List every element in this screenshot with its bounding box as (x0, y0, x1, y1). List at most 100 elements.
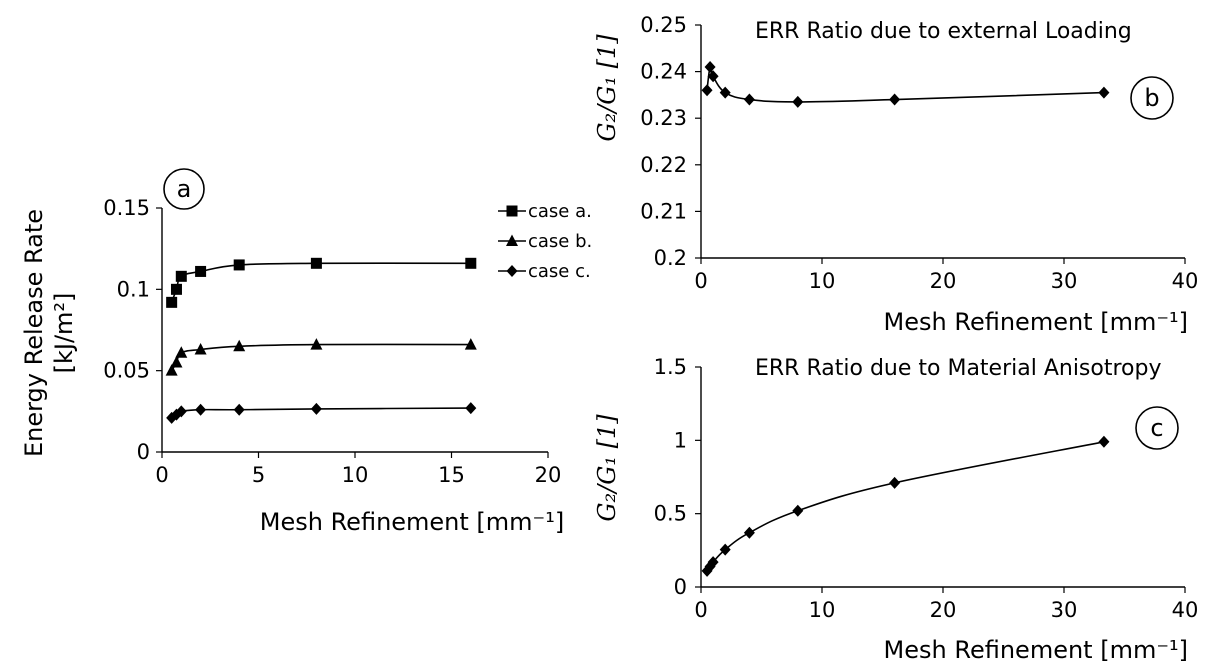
data-point-a-1 (310, 257, 322, 269)
data-point-a-2 (170, 356, 183, 368)
data-point-c-1 (707, 556, 719, 569)
data-point-b-1 (792, 95, 804, 108)
y-tick-label-c: 0.5 (654, 502, 687, 526)
data-point-a-2 (194, 343, 207, 355)
legend-label: case c. (528, 261, 591, 282)
legend-item: case a. (498, 201, 592, 222)
x-tick-label-b: 0 (694, 269, 707, 293)
plot-area-c: 0 0.5 1 1.5 0 10 20 30 40 (654, 355, 1199, 622)
y-tick-label-c: 1.5 (654, 355, 687, 379)
x-tick-label-b: 20 (930, 269, 957, 293)
series-line-a-1 (170, 262, 471, 303)
x-axis-label-a: Mesh Refinement [mm⁻¹] (260, 508, 564, 536)
data-point-a-3 (465, 402, 477, 415)
data-point-b-1 (1098, 86, 1110, 99)
panel-c: ERR Ratio due to Material Anisotropy c G… (593, 355, 1198, 662)
y-tick-label-c: 1 (674, 428, 687, 452)
y-tick-label-b: 0.24 (640, 60, 687, 84)
panel-a: a Energy Release Rate [kJ/m²] Mesh Refin… (20, 168, 592, 536)
x-tick-label-c: 10 (809, 598, 836, 622)
data-point-a-1 (465, 257, 477, 269)
data-point-b-1 (719, 86, 731, 99)
data-point-a-3 (175, 405, 187, 418)
legend-label: case b. (528, 231, 592, 252)
data-point-c-1 (792, 504, 804, 517)
x-tick-label-c: 30 (1051, 598, 1078, 622)
data-point-b-1 (889, 93, 901, 106)
data-point-b-1 (707, 70, 719, 83)
x-tick-label-a: 5 (252, 463, 265, 487)
y-tick-label-a: 0 (137, 440, 150, 464)
x-tick-label-b: 40 (1172, 269, 1199, 293)
series-line-c-1 (706, 441, 1105, 572)
x-tick-label-b: 30 (1051, 269, 1078, 293)
badge-a: a (163, 168, 205, 210)
panel-b: ERR Ratio due to external Loading b G₂/G… (593, 13, 1198, 336)
badge-c: c (1135, 406, 1179, 450)
data-point-a-1 (175, 270, 187, 282)
legend-marker (506, 205, 518, 217)
y-tick-label-b: 0.2 (654, 246, 687, 270)
chart-title-c: ERR Ratio due to Material Anisotropy (755, 356, 1161, 381)
y-tick-label-a: 0.15 (103, 196, 150, 220)
data-point-a-1 (195, 265, 207, 277)
data-point-a-1 (166, 296, 178, 308)
data-point-a-3 (195, 403, 207, 416)
badge-a-label: a (177, 175, 192, 203)
badge-b: b (1130, 76, 1174, 120)
legend-label: case a. (528, 201, 592, 222)
legend-marker (506, 265, 518, 277)
y-tick-label-b: 0.25 (640, 13, 687, 37)
legend-item: case b. (498, 231, 592, 252)
y-axis-label-b: G₂/G₁ [1] (593, 34, 621, 142)
legend-marker (506, 234, 518, 246)
legend-item: case c. (498, 261, 591, 282)
x-tick-label-c: 20 (930, 598, 957, 622)
data-point-c-1 (889, 476, 901, 489)
data-point-b-1 (704, 60, 716, 73)
badge-b-label: b (1144, 84, 1159, 112)
badge-c-circle (1135, 406, 1179, 450)
x-tick-label-a: 10 (342, 463, 369, 487)
badge-a-circle (163, 168, 205, 210)
data-point-a-2 (165, 364, 178, 376)
data-point-c-1 (719, 543, 731, 556)
data-point-a-2 (310, 338, 323, 350)
data-point-b-1 (743, 93, 755, 106)
x-tick-label-c: 40 (1172, 598, 1199, 622)
y-tick-label-c: 0 (674, 575, 687, 599)
x-tick-label-c: 0 (694, 598, 707, 622)
x-tick-label-b: 10 (809, 269, 836, 293)
data-point-a-2 (175, 346, 188, 358)
plot-area-b: 0.2 0.21 0.22 0.23 0.24 0.25 0 10 20 30 40 (640, 13, 1198, 293)
y-axis-label-a-line2: [kJ/m²] (50, 293, 78, 374)
badge-c-label: c (1150, 414, 1163, 442)
y-tick-label-b: 0.23 (640, 106, 687, 130)
series-line-b-1 (706, 65, 1104, 103)
data-point-a-3 (310, 402, 322, 415)
y-tick-label-b: 0.22 (640, 153, 687, 177)
data-point-b-1 (701, 84, 713, 97)
data-point-a-2 (464, 338, 477, 350)
x-tick-label-a: 15 (438, 463, 465, 487)
y-tick-label-a: 0.05 (103, 359, 150, 383)
data-point-a-1 (170, 283, 182, 295)
x-axis-label-b: Mesh Refinement [mm⁻¹] (884, 308, 1188, 336)
y-axis-label-a: Energy Release Rate [kJ/m²] (20, 209, 78, 457)
legend-a: case a. case b. case c. (498, 201, 592, 282)
plot-area-a: 0 0.05 0.1 0.15 0 5 10 15 20 (103, 196, 561, 487)
y-tick-label-a: 0.1 (117, 277, 150, 301)
x-tick-label-a: 0 (155, 463, 168, 487)
x-tick-label-a: 20 (535, 463, 562, 487)
badge-b-circle (1130, 76, 1174, 120)
data-point-a-1 (233, 259, 245, 271)
data-point-a-2 (233, 339, 246, 352)
data-point-c-1 (1098, 435, 1110, 448)
y-axis-label-c: G₂/G₁ [1] (593, 414, 621, 522)
x-axis-label-c: Mesh Refinement [mm⁻¹] (884, 636, 1188, 662)
y-tick-label-b: 0.21 (640, 199, 687, 223)
data-point-c-1 (743, 526, 755, 539)
y-axis-label-a-line1: Energy Release Rate (20, 209, 48, 457)
data-point-a-3 (233, 403, 245, 416)
